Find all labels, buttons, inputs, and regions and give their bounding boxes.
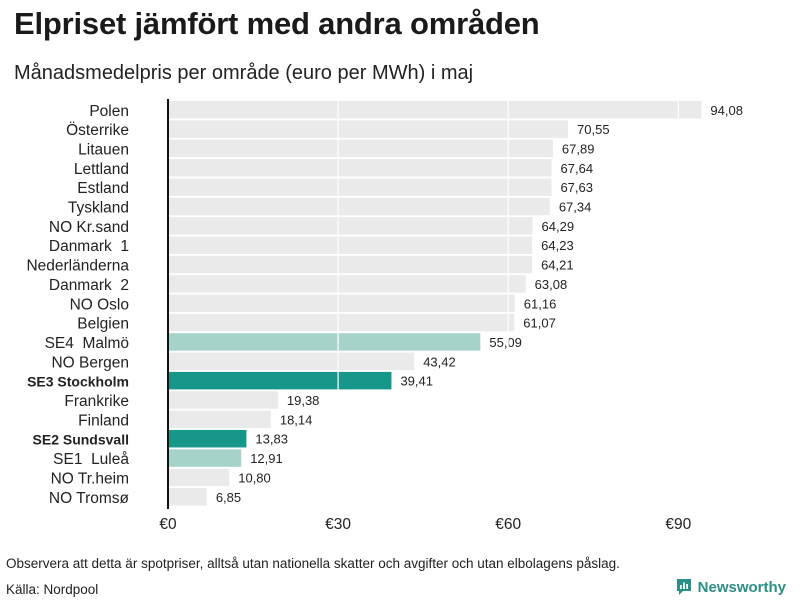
bar [168, 468, 230, 487]
data-label: 61,07 [523, 316, 556, 331]
source-credit: Källa: Nordpool [6, 582, 99, 597]
data-label: 67,89 [562, 141, 595, 156]
bar [168, 217, 533, 235]
category-label: SE1 Luleå [53, 451, 129, 468]
bar [168, 429, 247, 448]
bar [168, 236, 533, 254]
data-label: 64,23 [541, 238, 574, 253]
category-label: Danmark 2 [49, 277, 129, 294]
data-label: 18,14 [280, 412, 313, 427]
bar [168, 391, 278, 409]
bar [168, 101, 702, 119]
category-label: NO Kr.sand [49, 219, 129, 236]
category-label: Frankrike [64, 393, 129, 410]
data-label: 43,42 [423, 354, 456, 369]
data-label: 55,09 [489, 335, 522, 350]
bar [168, 294, 515, 312]
bar [168, 275, 526, 293]
bar [168, 352, 415, 371]
x-tick-label: €60 [495, 516, 521, 533]
category-label: Lettland [74, 161, 129, 178]
data-label: 67,34 [559, 200, 592, 215]
x-tick-label: €30 [325, 516, 351, 533]
category-label: Litauen [78, 141, 129, 158]
category-label: Estland [77, 180, 129, 197]
x-tick-label: €0 [159, 516, 177, 533]
category-label: SE2 Sundsvall [33, 432, 129, 448]
category-label: Österrike [66, 121, 129, 139]
data-label: 12,91 [250, 451, 283, 466]
bar [168, 371, 392, 390]
category-label: Danmark 1 [49, 238, 129, 255]
data-label: 64,21 [541, 258, 574, 273]
data-label: 19,38 [287, 393, 320, 408]
data-label: 39,41 [400, 374, 433, 389]
bar [168, 410, 271, 429]
bar [168, 255, 533, 274]
bar [168, 333, 481, 351]
category-label: NO Bergen [51, 354, 129, 371]
category-label: SE3 Stockholm [27, 374, 129, 390]
category-label: Finland [78, 412, 129, 429]
chart-subtitle: Månadsmedelpris per område (euro per MWh… [14, 62, 474, 84]
category-label: Belgien [77, 316, 129, 333]
category-label: NO Tr.heim [51, 470, 129, 487]
data-label: 64,29 [542, 219, 575, 234]
category-label: NO Tromsø [49, 490, 130, 507]
bar [168, 178, 552, 196]
bar-chart: 94,08 Polen 70,55 Österrike 67,89 Litauen 67,6… [26, 99, 743, 533]
bar [168, 120, 569, 138]
data-label: 63,08 [535, 277, 568, 292]
data-label: 10,80 [238, 470, 271, 485]
brand-name: Newsworthy [697, 578, 786, 596]
data-label: 94,08 [710, 103, 743, 118]
bar [168, 139, 553, 158]
data-label: 67,64 [561, 161, 594, 176]
data-label: 70,55 [577, 122, 610, 137]
category-label: Polen [89, 103, 129, 120]
bar [168, 449, 242, 467]
brand-logo: Newsworthy [675, 578, 786, 596]
data-label: 61,16 [524, 296, 557, 311]
bar [168, 313, 515, 332]
newsworthy-logo-icon [676, 579, 691, 595]
category-label: Tyskland [68, 200, 129, 217]
footnote: Observera att detta är spotpriser, allts… [6, 556, 620, 571]
category-label: NO Oslo [70, 296, 129, 313]
data-label: 67,63 [560, 180, 593, 195]
data-label: 6,85 [216, 490, 241, 505]
category-label: Nederländerna [26, 258, 129, 275]
chart-title: Elpriset jämfört med andra områden [14, 6, 540, 41]
x-tick-label: €90 [665, 516, 691, 533]
data-label: 13,83 [255, 432, 288, 447]
category-label: SE4 Malmö [45, 335, 129, 352]
bar [168, 488, 207, 506]
bar [168, 197, 550, 216]
bar [168, 159, 552, 177]
